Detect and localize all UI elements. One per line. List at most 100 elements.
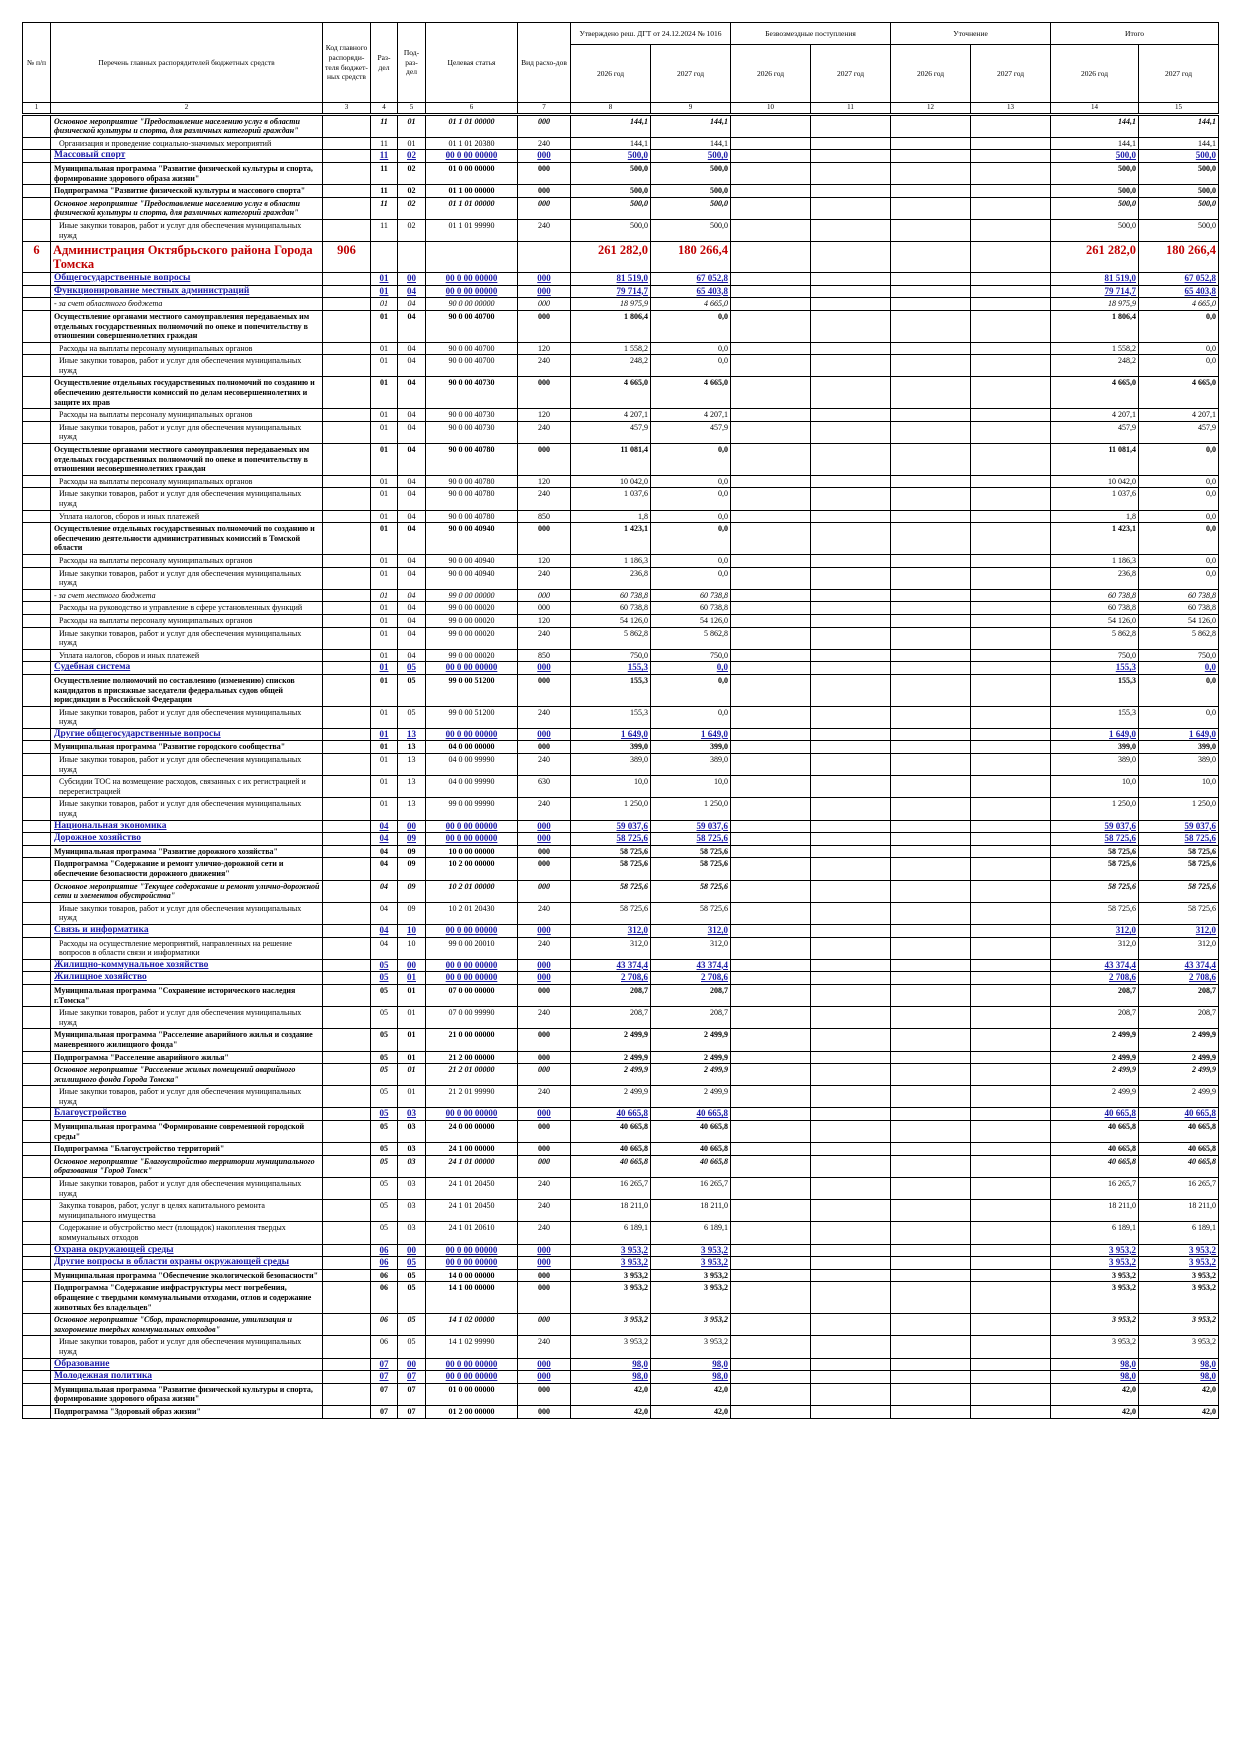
row-name: Муниципальная программа "Обеспечение эко… xyxy=(50,1268,323,1283)
cell: 00 0 00 00000 xyxy=(425,1370,518,1384)
cell: 1 649,0 xyxy=(1138,727,1220,742)
cell: 58 725,6 xyxy=(649,857,732,881)
cell: 000 xyxy=(517,1357,571,1372)
row-name: Иные закупки товаров, работ и услуг для … xyxy=(50,901,323,925)
cell xyxy=(890,626,972,650)
cell: 500,0 xyxy=(570,196,651,220)
cell: 3 953,2 xyxy=(1138,1281,1220,1315)
cell: 000 xyxy=(517,297,571,311)
cell: 1 186,3 xyxy=(570,553,651,568)
cell: 99 0 00 51200 xyxy=(425,705,518,729)
cell: 01 1 00 00000 xyxy=(425,184,518,198)
cell: 000 xyxy=(517,376,571,410)
cell xyxy=(810,1281,892,1315)
row-name: Расходы на осуществление мероприятий, на… xyxy=(50,936,323,960)
cell: 24 1 01 20450 xyxy=(425,1177,518,1201)
cell xyxy=(970,1199,1052,1223)
cell xyxy=(730,661,812,675)
cell: 240 xyxy=(517,136,571,151)
cell xyxy=(970,420,1052,445)
cell xyxy=(970,879,1052,903)
cell: 10 xyxy=(397,923,426,938)
cell xyxy=(22,1256,51,1270)
cell: 248,2 xyxy=(1050,354,1140,378)
cell: 02 xyxy=(397,149,426,163)
cell xyxy=(322,601,371,615)
cell xyxy=(730,797,812,821)
cell: 58 725,6 xyxy=(570,901,651,925)
cell xyxy=(970,1357,1052,1372)
table-row: Муниципальная программа "Сохранение исто… xyxy=(22,983,1220,1008)
cell: 11 xyxy=(370,218,398,243)
cell xyxy=(322,1107,371,1122)
cell xyxy=(322,857,371,881)
cell xyxy=(730,376,812,410)
cell xyxy=(322,626,371,650)
table-row: Основное мероприятие "Текущее содержание… xyxy=(22,879,1220,903)
cell: 000 xyxy=(517,149,571,163)
row-name: Подпрограмма "Развитие физической культу… xyxy=(50,184,323,198)
cell xyxy=(970,136,1052,151)
row-name: Подпрограмма "Содержание инфраструктуры … xyxy=(50,1281,323,1315)
cell: 01 xyxy=(370,376,398,410)
cell xyxy=(730,879,812,903)
cell: 18 211,0 xyxy=(1138,1199,1220,1223)
cell: 01 xyxy=(370,601,398,615)
cell: 0,0 xyxy=(1138,309,1220,343)
cell xyxy=(730,272,812,286)
cell xyxy=(810,1256,892,1270)
cell: 000 xyxy=(517,727,571,742)
row-name: Муниципальная программа "Развитие физиче… xyxy=(50,1382,323,1406)
table-row: Благоустройство 05 03 00 0 00 00000 000 40 66… xyxy=(22,1107,1220,1122)
table-row: Расходы на выплаты персоналу муниципальн… xyxy=(22,553,1220,568)
cell: 2 499,9 xyxy=(1050,1063,1140,1087)
cell: 05 xyxy=(370,1050,398,1065)
cell xyxy=(22,487,51,511)
cell: 58 725,6 xyxy=(649,844,732,859)
table-row: Жилищное хозяйство 05 01 00 0 00 00000 000 2 … xyxy=(22,971,1220,985)
cell xyxy=(810,797,892,821)
cell: 750,0 xyxy=(1138,648,1220,663)
cell: 0,0 xyxy=(1138,673,1220,707)
year-header: 2027 год xyxy=(810,44,892,103)
cell: 5 862,8 xyxy=(1138,626,1220,650)
cell xyxy=(322,113,371,138)
cell: 2 499,9 xyxy=(649,1028,732,1052)
row-name: Расходы на руководство и управление в сф… xyxy=(50,601,323,615)
cell xyxy=(810,1370,892,1384)
cell: 40 665,8 xyxy=(649,1154,732,1179)
cell: 750,0 xyxy=(570,648,651,663)
cell: 58 725,6 xyxy=(1138,857,1220,881)
cell xyxy=(890,983,972,1008)
cell: 000 xyxy=(517,284,571,299)
cell: 99 0 00 00020 xyxy=(425,626,518,650)
cell: 3 953,2 xyxy=(1050,1256,1140,1270)
cell: 81 519,0 xyxy=(1050,272,1140,286)
cell xyxy=(322,1177,371,1201)
cell xyxy=(730,474,812,489)
cell: 389,0 xyxy=(1138,753,1220,777)
cell xyxy=(322,136,371,151)
row-name: Иные закупки товаров, работ и услуг для … xyxy=(50,1177,323,1201)
cell: 000 xyxy=(517,522,571,555)
cell xyxy=(970,844,1052,859)
cell xyxy=(810,626,892,650)
cell xyxy=(322,775,371,799)
cell: 180 266,4 xyxy=(649,241,732,274)
cell xyxy=(890,648,972,663)
cell: 000 xyxy=(517,661,571,675)
cell: 1 250,0 xyxy=(570,797,651,821)
cell: 90 0 00 40730 xyxy=(425,376,518,410)
table-row: Закупка товаров, работ, услуг в целях ка… xyxy=(22,1199,1220,1223)
cell: 144,1 xyxy=(570,113,651,138)
header-cell: Целевая статья xyxy=(425,22,518,103)
cell xyxy=(22,857,51,881)
cell xyxy=(890,1085,972,1109)
cell xyxy=(810,673,892,707)
cell xyxy=(970,832,1052,846)
cell xyxy=(22,1268,51,1283)
cell xyxy=(730,1177,812,1201)
cell: 90 0 00 40940 xyxy=(425,566,518,590)
cell: 3 953,2 xyxy=(570,1243,651,1258)
cell xyxy=(890,354,972,378)
